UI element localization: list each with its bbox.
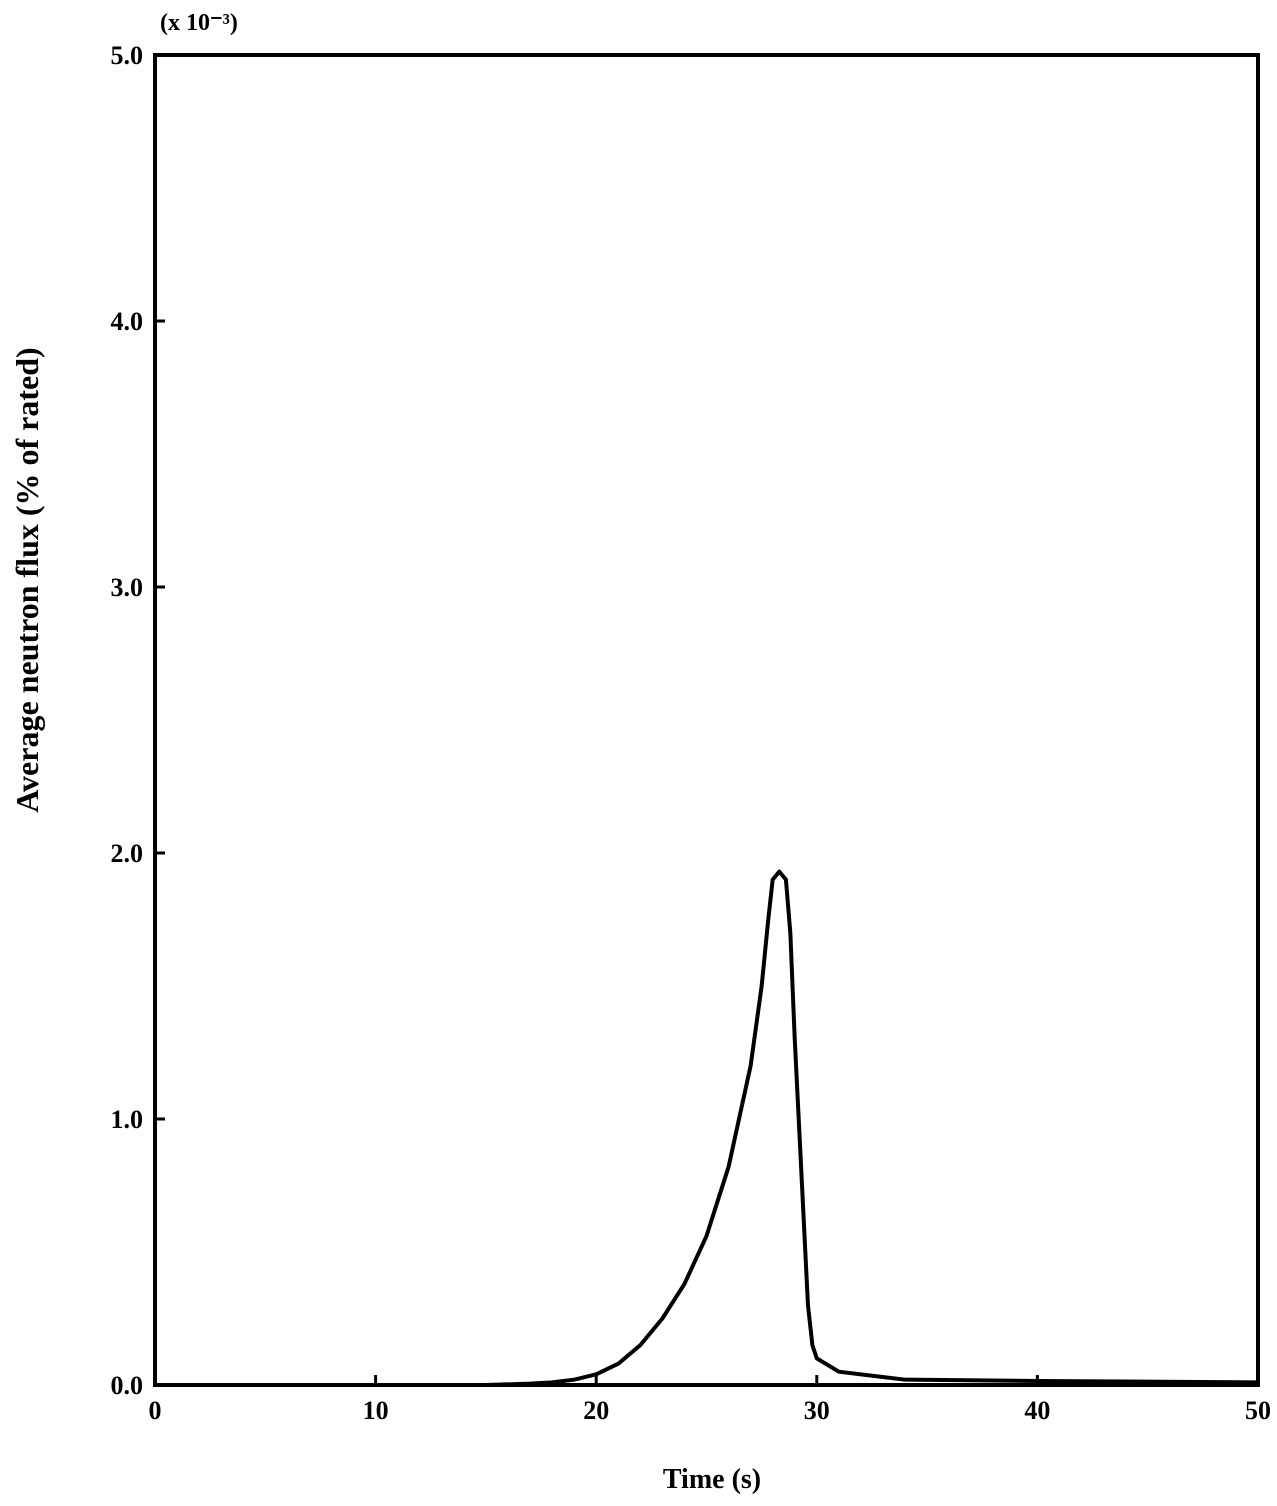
x-tick-label: 0 (149, 1396, 162, 1425)
plot-frame (153, 53, 1260, 1387)
y-axis-title: Average neutron flux (% of rated) (9, 347, 45, 812)
y-tick-label: 3.0 (111, 573, 144, 602)
y-tick-label: 1.0 (111, 1105, 144, 1134)
x-tick-label: 20 (583, 1396, 609, 1425)
axis-multiplier: (x 10⁻³) (160, 10, 238, 36)
x-axis-title: Time (s) (663, 1464, 761, 1495)
x-tick-label: 50 (1245, 1396, 1271, 1425)
x-tick-label: 40 (1024, 1396, 1050, 1425)
y-tick-label: 4.0 (111, 307, 144, 336)
series-line (155, 869, 1259, 1387)
x-tick-label: 30 (804, 1396, 830, 1425)
y-tick-label: 5.0 (111, 41, 144, 70)
y-tick-label: 2.0 (111, 839, 144, 868)
x-tick-label: 10 (363, 1396, 389, 1425)
y-tick-label: 0.0 (111, 1371, 144, 1400)
